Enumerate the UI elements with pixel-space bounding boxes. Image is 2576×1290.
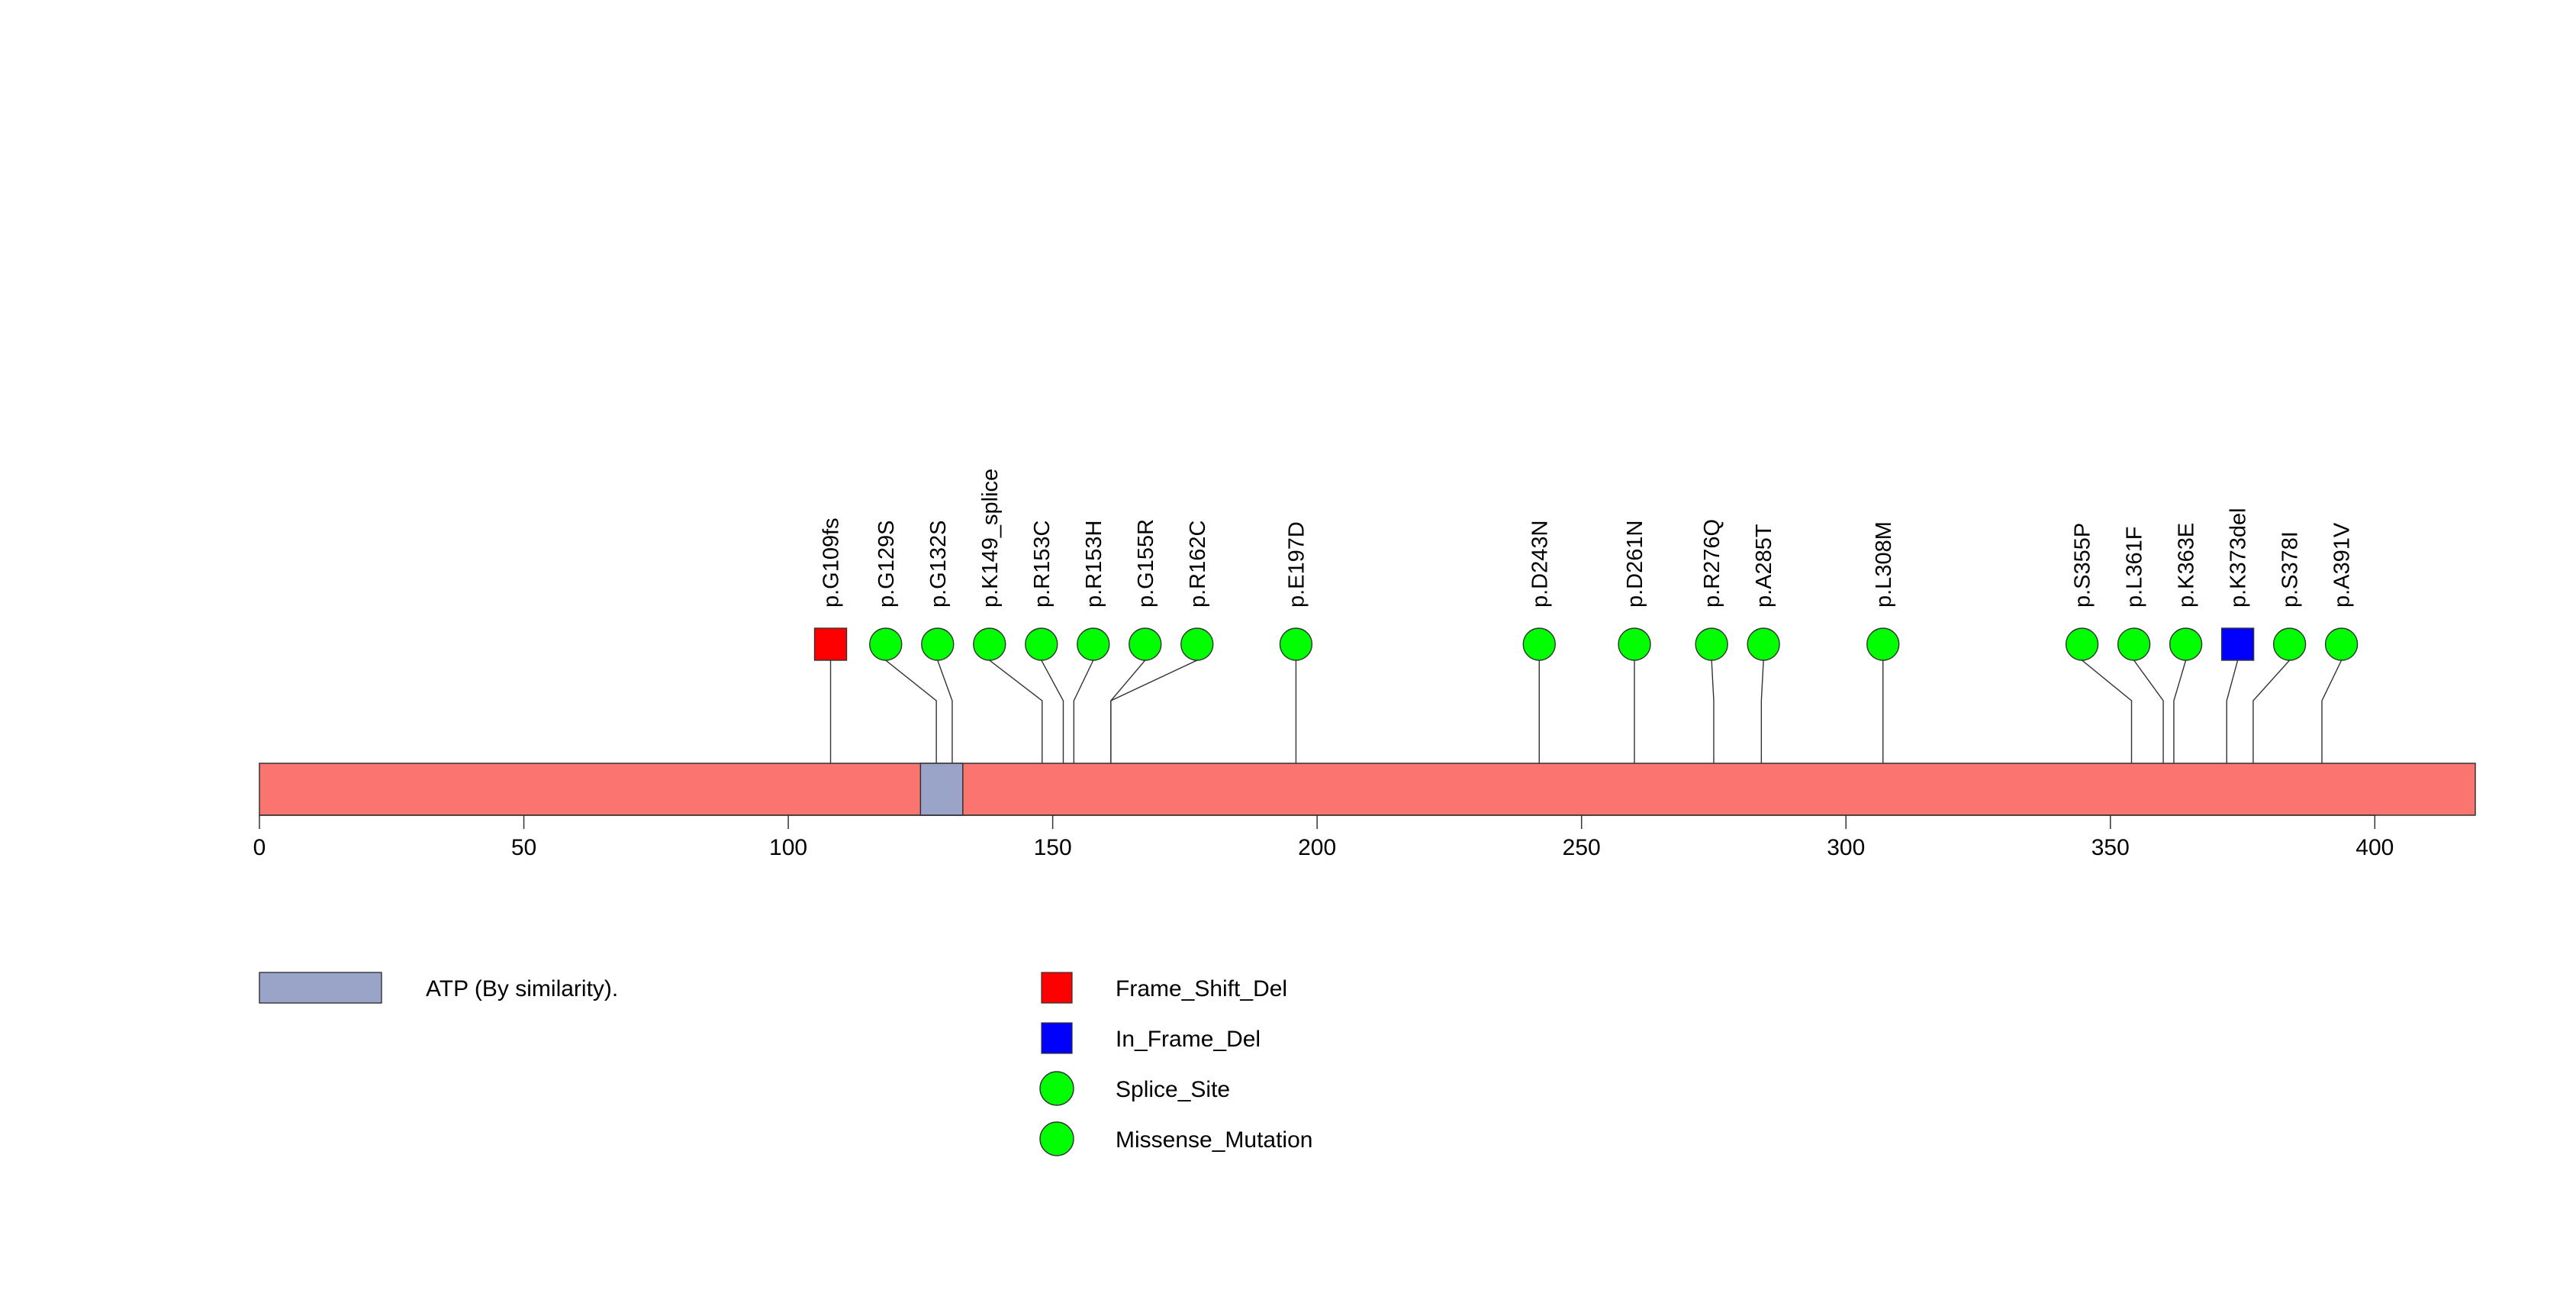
mutation-marker-18 bbox=[2272, 627, 2307, 661]
x-tick-label-8: 400 bbox=[2355, 835, 2394, 860]
legend: ATP (By similarity). Frame_Shift_Del In_Fr… bbox=[259, 972, 1312, 1156]
mutation-label-14: p.S355P bbox=[2071, 523, 2095, 608]
mutation-label-1: p.G129S bbox=[874, 521, 899, 608]
legend-mutation-label-0: Frame_Shift_Del bbox=[1116, 976, 1287, 1001]
mutation-marker-5 bbox=[1077, 627, 1110, 661]
mutation-label-19: p.A391V bbox=[2330, 522, 2355, 608]
mutation-label-11: p.R276Q bbox=[1700, 519, 1724, 608]
mutation-marker-0 bbox=[813, 627, 848, 661]
legend-mutation-label-2: Splice_Site bbox=[1116, 1077, 1230, 1102]
x-tick-label-7: 350 bbox=[2091, 835, 2130, 860]
connector-line-11 bbox=[1711, 644, 1715, 763]
connector-line-17 bbox=[2226, 644, 2239, 763]
mutation-marker-8 bbox=[1279, 627, 1313, 661]
mutation-label-4: p.R153C bbox=[1030, 521, 1055, 608]
mutation-label-10: p.D261N bbox=[1623, 521, 1647, 608]
mutation-label-12: p.A285T bbox=[1752, 524, 1776, 608]
x-tick-label-1: 50 bbox=[511, 835, 536, 860]
protein-backbone bbox=[259, 763, 2476, 816]
mutation-label-18: p.S378I bbox=[2278, 531, 2303, 608]
mutation-marker-13 bbox=[1866, 627, 1900, 661]
mutation-label-0: p.G109fs bbox=[819, 518, 844, 608]
connector-line-14 bbox=[2081, 644, 2133, 763]
mutation-marker-15 bbox=[2117, 627, 2151, 661]
mutation-marker-12 bbox=[1747, 627, 1780, 661]
mutation-marker-1 bbox=[869, 627, 903, 661]
connector-line-16 bbox=[2173, 644, 2187, 763]
mutation-marker-6 bbox=[1129, 627, 1162, 661]
legend-mutation-swatch-0 bbox=[1041, 972, 1073, 1004]
legend-mutation-swatch-3 bbox=[1039, 1121, 1074, 1156]
mutation-marker-3 bbox=[973, 627, 1006, 661]
mutation-marker-10 bbox=[1618, 627, 1651, 661]
mutation-marker-14 bbox=[2065, 627, 2099, 661]
x-tick-label-4: 200 bbox=[1298, 835, 1336, 860]
mutation-label-9: p.D243N bbox=[1528, 521, 1552, 608]
protein-backbone-group bbox=[259, 763, 2476, 816]
mutation-marker-19 bbox=[2324, 627, 2359, 661]
mutation-marker-2 bbox=[921, 627, 955, 661]
connector-line-3 bbox=[989, 644, 1043, 763]
connector-line-5 bbox=[1073, 644, 1094, 763]
legend-mutation-swatch-2 bbox=[1039, 1071, 1074, 1106]
mutation-label-8: p.E197D bbox=[1284, 521, 1309, 608]
mutation-marker-11 bbox=[1695, 627, 1728, 661]
mutation-markers bbox=[813, 627, 2359, 661]
mutation-marker-17 bbox=[2220, 627, 2255, 661]
x-tick-label-3: 150 bbox=[1034, 835, 1072, 860]
connector-line-6 bbox=[1110, 644, 1146, 763]
mutation-marker-7 bbox=[1180, 627, 1214, 661]
mutation-label-6: p.G155R bbox=[1134, 519, 1158, 608]
connector-line-15 bbox=[2133, 644, 2164, 763]
mutation-marker-4 bbox=[1025, 627, 1058, 661]
x-axis: 0 50 100 150 200 250 300 350 400 bbox=[253, 814, 2394, 860]
connector-line-1 bbox=[885, 644, 937, 763]
mutation-label-3: p.K149_splice bbox=[978, 469, 1003, 608]
mutation-label-5: p.R153H bbox=[1082, 521, 1106, 608]
legend-domain-label-0: ATP (By similarity). bbox=[426, 976, 618, 1001]
connector-line-7 bbox=[1110, 644, 1198, 763]
connector-line-2 bbox=[937, 644, 953, 763]
mutation-label-2: p.G132S bbox=[926, 521, 951, 608]
mutation-label-7: p.R162C bbox=[1186, 521, 1210, 608]
mutation-labels: p.G109fs p.G129S p.G132S p.K149_splice p.R15… bbox=[819, 469, 2355, 608]
x-tick-label-5: 250 bbox=[1563, 835, 1601, 860]
mutation-marker-9 bbox=[1522, 627, 1556, 661]
mutation-label-13: p.L308M bbox=[1872, 521, 1896, 608]
legend-mutation-swatch-1 bbox=[1041, 1022, 1073, 1054]
connector-line-4 bbox=[1041, 644, 1064, 763]
legend-domain-swatch-0 bbox=[259, 972, 382, 1004]
x-tick-label-2: 100 bbox=[769, 835, 807, 860]
mutation-marker-16 bbox=[2169, 627, 2203, 661]
connector-line-12 bbox=[1760, 644, 1764, 763]
connector-line-18 bbox=[2252, 644, 2291, 763]
mutation-label-17: p.K373del bbox=[2227, 508, 2251, 608]
connector-line-19 bbox=[2321, 644, 2343, 763]
x-tick-label-6: 300 bbox=[1827, 835, 1865, 860]
mutation-label-16: p.K363E bbox=[2175, 523, 2199, 608]
legend-mutation-label-3: Missense_Mutation bbox=[1116, 1127, 1312, 1153]
domain-region-0 bbox=[919, 763, 964, 816]
legend-mutation-label-1: In_Frame_Del bbox=[1116, 1027, 1261, 1052]
mutation-label-15: p.L361F bbox=[2123, 527, 2147, 608]
x-tick-label-0: 0 bbox=[253, 835, 266, 860]
